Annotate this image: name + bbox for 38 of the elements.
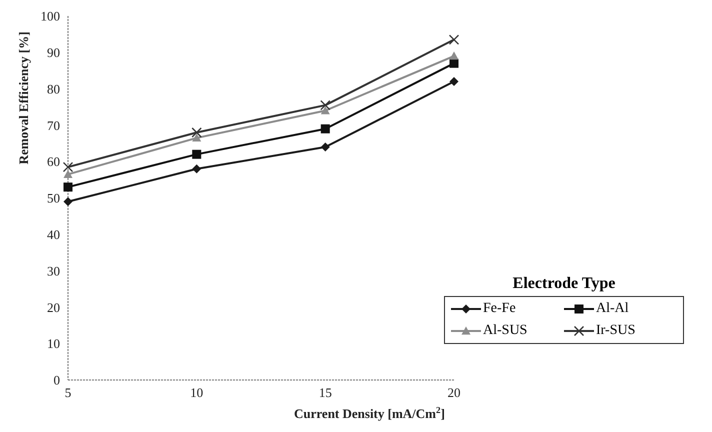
- point: [64, 182, 72, 192]
- y-tick-label: 0: [54, 372, 60, 388]
- point: [192, 133, 202, 142]
- point: [320, 124, 330, 134]
- point: [62, 162, 74, 172]
- legend-label: Fe-Fe: [483, 301, 516, 317]
- point: [450, 77, 458, 86]
- point: [192, 164, 202, 174]
- point: [450, 52, 458, 60]
- legend-title: Electrode Type: [512, 275, 616, 293]
- point: [320, 100, 330, 110]
- legend-label: Al-SUS: [483, 323, 528, 339]
- point: [448, 34, 460, 45]
- x-tick-label: 10: [190, 385, 204, 400]
- y-tick-label: 80: [47, 81, 60, 96]
- legend-label: Ir-SUS: [596, 323, 636, 339]
- point: [64, 197, 72, 206]
- y-tick-label: 90: [47, 45, 60, 60]
- point: [64, 170, 72, 178]
- point: [192, 150, 202, 159]
- y-tick-label: 60: [47, 154, 60, 170]
- y-tick-label: 40: [47, 227, 60, 242]
- y-tick-label: 50: [47, 190, 60, 206]
- point: [320, 142, 330, 152]
- y-tick-label: 30: [47, 263, 60, 278]
- x-tick-label: 5: [64, 385, 72, 400]
- point: [320, 106, 330, 114]
- legend-label: Al-Al: [596, 301, 629, 317]
- x-axis-title: Current Density [mA/Cm$^{2}$]: [294, 405, 445, 421]
- x-tick-label: 15: [318, 385, 332, 400]
- y-tick-label: 20: [47, 300, 60, 315]
- point: [450, 58, 458, 68]
- x-tick-label: 20: [448, 385, 460, 400]
- y-tick-label: 10: [47, 336, 60, 352]
- y-tick-label: 100: [40, 8, 60, 24]
- point: [192, 127, 202, 138]
- y-axis-title: Removal Efficiency [%]: [16, 32, 31, 164]
- y-tick-label: 70: [47, 118, 60, 133]
